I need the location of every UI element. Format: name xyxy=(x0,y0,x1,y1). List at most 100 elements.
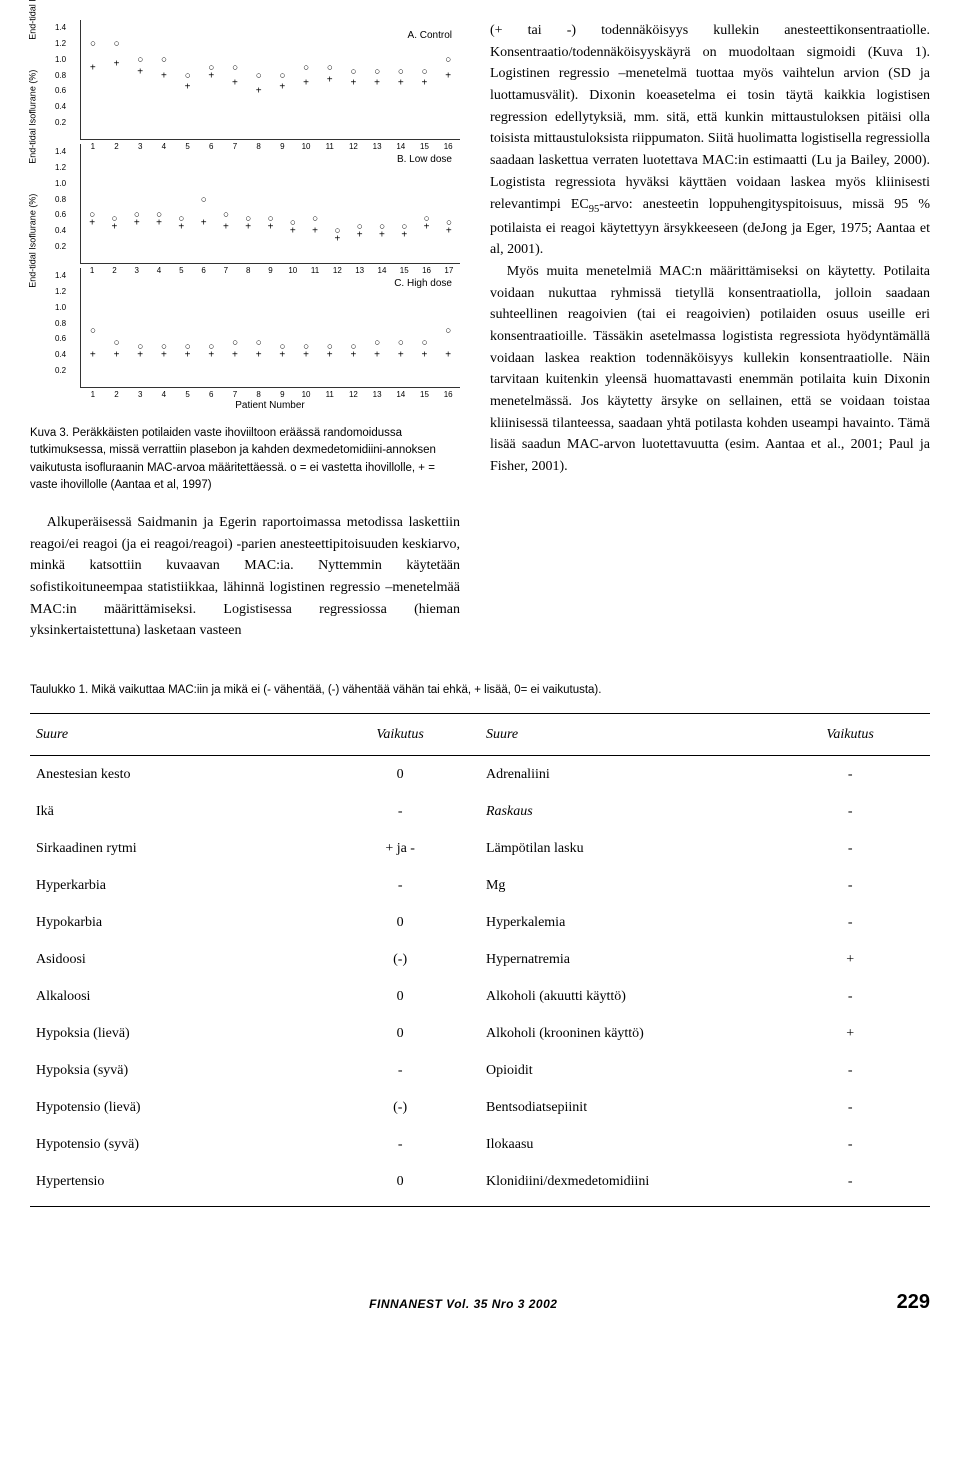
marker-circle: ○ xyxy=(201,192,207,207)
ytick: 0.6 xyxy=(55,209,66,221)
table-row: Hypotensio (syvä)-Ilokaasu- xyxy=(30,1126,930,1163)
table-cell-suure: Bentsodiatsepiinit xyxy=(480,1089,770,1126)
table-cell-suure: Hypertensio xyxy=(30,1163,320,1207)
chart-area: ○+○+○+○+○+○+○+○+○+○+○+○+○+○+○+○+○+ xyxy=(81,144,460,263)
marker-plus: + xyxy=(303,76,309,91)
chart-panel: End-tidal Isoflurane (%)B. Low dose0.20.… xyxy=(80,144,460,264)
table-cell-suure: Asidoosi xyxy=(30,941,320,978)
marker-plus: + xyxy=(312,224,318,239)
footer-pagenum: 229 xyxy=(897,1287,930,1317)
marker-plus: + xyxy=(422,76,428,91)
ytick: 0.2 xyxy=(55,117,66,129)
table-cell-suure: Raskaus xyxy=(480,793,770,830)
marker-plus: + xyxy=(156,216,162,231)
xtick: 2 xyxy=(114,389,118,401)
table-cell-effect: - xyxy=(770,1163,930,1207)
marker-plus: + xyxy=(245,220,251,235)
table-cell-effect: + xyxy=(770,941,930,978)
xtick: 5 xyxy=(185,389,189,401)
table-cell-effect: 0 xyxy=(320,756,480,794)
marker-plus: + xyxy=(208,348,214,363)
xtick: 11 xyxy=(326,389,334,401)
xtick: 6 xyxy=(209,389,213,401)
table-cell-suure: Lämpötilan lasku xyxy=(480,830,770,867)
chart-panel: End-tidal Isoflurane (%)A. Control0.20.4… xyxy=(80,20,460,140)
ytick: 0.8 xyxy=(55,70,66,82)
xtick: 4 xyxy=(162,389,166,401)
marker-circle: ○ xyxy=(114,36,120,51)
left-body-text: Alkuperäisessä Saidmanin ja Egerin rapor… xyxy=(30,512,460,642)
ytick: 0.4 xyxy=(55,101,66,113)
ytick: 1.2 xyxy=(55,38,66,50)
marker-plus: + xyxy=(232,348,238,363)
marker-plus: + xyxy=(90,348,96,363)
chart-area: ○+○+○+○+○+○+○+○+○+○+○+○+○+○+○+○+ xyxy=(81,268,460,387)
ytick: 0.8 xyxy=(55,318,66,330)
xtick: 16 xyxy=(444,389,453,401)
marker-plus: + xyxy=(137,348,143,363)
ytick: 0.4 xyxy=(55,349,66,361)
marker-plus: + xyxy=(303,348,309,363)
table-cell-effect: 0 xyxy=(320,904,480,941)
table-cell-effect: - xyxy=(770,904,930,941)
xtick: 12 xyxy=(349,389,358,401)
table-row: Ikä-Raskaus- xyxy=(30,793,930,830)
table-row: Hypokarbia0Hyperkalemia- xyxy=(30,904,930,941)
marker-plus: + xyxy=(327,348,333,363)
marker-plus: + xyxy=(279,348,285,363)
table-cell-suure: Hypotensio (lievä) xyxy=(30,1089,320,1126)
marker-plus: + xyxy=(327,72,333,87)
table-cell-suure: Hypoksia (lievä) xyxy=(30,1015,320,1052)
table-cell-effect: 0 xyxy=(320,1015,480,1052)
table-cell-effect: - xyxy=(770,1089,930,1126)
table-cell-effect: - xyxy=(320,867,480,904)
marker-plus: + xyxy=(256,84,262,99)
marker-plus: + xyxy=(185,80,191,95)
right-body-text-1: (+ tai -) todennäköisyys kullekin aneste… xyxy=(490,20,930,261)
table-cell-effect: - xyxy=(770,978,930,1015)
xtick: 14 xyxy=(396,389,405,401)
table-row: Hypotensio (lievä)(-)Bentsodiatsepiinit- xyxy=(30,1089,930,1126)
marker-plus: + xyxy=(256,348,262,363)
ytick: 1.0 xyxy=(55,178,66,190)
table-cell-effect: 0 xyxy=(320,1163,480,1207)
table-cell-effect: - xyxy=(770,830,930,867)
marker-plus: + xyxy=(334,232,340,247)
ytick: 0.4 xyxy=(55,225,66,237)
table-cell-effect: + ja - xyxy=(320,830,480,867)
table-cell-effect: - xyxy=(770,1052,930,1089)
marker-plus: + xyxy=(422,348,428,363)
marker-plus: + xyxy=(357,228,363,243)
ytick: 0.2 xyxy=(55,241,66,253)
marker-plus: + xyxy=(137,64,143,79)
xtick: 7 xyxy=(233,389,237,401)
table-cell-effect: (-) xyxy=(320,941,480,978)
table-row: Sirkaadinen rytmi+ ja -Lämpötilan lasku- xyxy=(30,830,930,867)
table-cell-effect: (-) xyxy=(320,1089,480,1126)
table-cell-suure: Hypernatremia xyxy=(480,941,770,978)
table-row: Asidoosi(-)Hypernatremia+ xyxy=(30,941,930,978)
marker-plus: + xyxy=(350,348,356,363)
table-cell-suure: Mg xyxy=(480,867,770,904)
table-cell-effect: - xyxy=(770,756,930,794)
table-cell-suure: Hyperkalemia xyxy=(480,904,770,941)
table-cell-suure: Hyperkarbia xyxy=(30,867,320,904)
table-cell-effect: - xyxy=(320,793,480,830)
xtick: 8 xyxy=(256,389,260,401)
table-caption: Taulukko 1. Mikä vaikuttaa MAC:iin ja mi… xyxy=(30,682,930,699)
marker-plus: + xyxy=(445,68,451,83)
chart-ylabel: End-tidal Isoflurane (%) xyxy=(26,193,40,287)
chart-stack: End-tidal Isoflurane (%)A. Control0.20.4… xyxy=(30,20,460,388)
marker-plus: + xyxy=(445,348,451,363)
page-footer: FINNANEST Vol. 35 Nro 3 2002 229 xyxy=(30,1287,930,1317)
table-cell-suure: Sirkaadinen rytmi xyxy=(30,830,320,867)
right-body-text-2: Myös muita menetelmiä MAC:n määrittämise… xyxy=(490,261,930,478)
marker-plus: + xyxy=(223,220,229,235)
table-header-suure-2: Suure xyxy=(480,714,770,756)
table-row: Hypoksia (syvä)-Opioidit- xyxy=(30,1052,930,1089)
table-row: Alkaloosi0Alkoholi (akuutti käyttö)- xyxy=(30,978,930,1015)
xtick: 1 xyxy=(91,389,95,401)
table-cell-effect: - xyxy=(770,793,930,830)
table-cell-suure: Alkaloosi xyxy=(30,978,320,1015)
mac-table: Suure Vaikutus Suure Vaikutus Anestesian… xyxy=(30,713,930,1207)
